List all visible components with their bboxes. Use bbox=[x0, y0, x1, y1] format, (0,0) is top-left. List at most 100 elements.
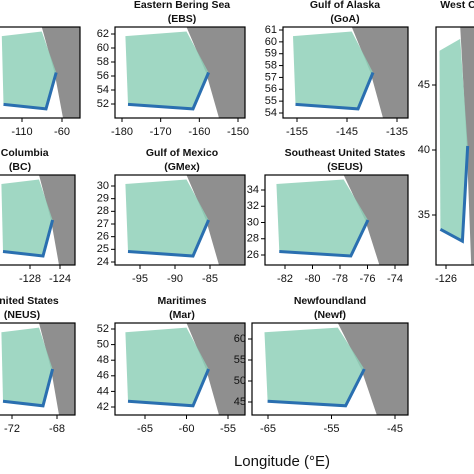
land bbox=[41, 27, 80, 118]
panel-title: Maritimes bbox=[157, 295, 206, 307]
x-tick-label: -145 bbox=[336, 126, 358, 138]
shelf-edge bbox=[279, 219, 370, 258]
panel-frame bbox=[114, 26, 246, 119]
x-tick-label: -160 bbox=[188, 126, 210, 138]
x-tick-label: -72 bbox=[4, 423, 20, 435]
x-tick-label: -55 bbox=[220, 423, 236, 435]
land bbox=[39, 175, 75, 265]
x-tick-label: -65 bbox=[137, 423, 153, 435]
shelf-edge bbox=[127, 71, 210, 111]
panel-title: Gulf of Mexico bbox=[146, 147, 218, 159]
panel-frame bbox=[264, 174, 409, 266]
panel-frame bbox=[0, 322, 76, 416]
x-tick-label: -65 bbox=[260, 423, 276, 435]
x-tick-label: -110 bbox=[11, 126, 32, 138]
y-tick-label: 56 bbox=[265, 83, 277, 95]
y-tick-label: 61 bbox=[265, 24, 277, 36]
x-tick-label: -124 bbox=[49, 273, 71, 285]
panel-frame bbox=[282, 26, 409, 119]
panel-frame bbox=[0, 26, 81, 119]
y-tick-label: 54 bbox=[265, 107, 277, 119]
y-tick-label: 30 bbox=[97, 180, 109, 192]
x-tick-label: -60 bbox=[54, 126, 70, 138]
survey-area bbox=[276, 179, 368, 256]
survey-area bbox=[439, 38, 468, 242]
panel-title: Southeast United States bbox=[285, 147, 406, 159]
y-tick-label: 60 bbox=[265, 36, 277, 48]
y-tick-label: 28 bbox=[97, 205, 109, 217]
y-tick-label: 58 bbox=[265, 59, 277, 71]
panel-title: t United States bbox=[0, 295, 59, 307]
y-tick-label: 50 bbox=[234, 375, 246, 387]
survey-area bbox=[293, 31, 373, 109]
panel-frame bbox=[251, 322, 409, 416]
y-tick-label: 28 bbox=[247, 233, 259, 245]
panel-subtitle: (EBS) bbox=[168, 13, 197, 25]
panel-title: West C bbox=[440, 0, 474, 11]
land bbox=[186, 175, 245, 265]
y-tick-label: 55 bbox=[265, 95, 277, 107]
panel-title: h Columbia bbox=[0, 147, 49, 159]
x-tick-label: -74 bbox=[387, 273, 403, 285]
map-panel: -65 -55 -45 45 50 55 60 bbox=[234, 322, 409, 435]
x-tick-label: -128 bbox=[19, 273, 41, 285]
panel-title: Newfoundland bbox=[294, 295, 366, 307]
y-tick-label: 45 bbox=[234, 396, 246, 408]
map-panel: -180 -170 -160 -150 52 54 56 58 60 62 bbox=[97, 26, 249, 138]
x-tick-label: -95 bbox=[132, 273, 148, 285]
y-tick-label: 26 bbox=[97, 231, 109, 243]
x-tick-label: -78 bbox=[332, 273, 348, 285]
land bbox=[343, 175, 408, 265]
map-panel: -65 -60 -55 42 44 46 48 50 52 bbox=[97, 322, 246, 435]
x-tick-label: -60 bbox=[179, 423, 195, 435]
survey-area bbox=[1, 327, 53, 406]
land bbox=[337, 323, 408, 415]
panel-subtitle: (SEUS) bbox=[327, 161, 363, 173]
shelf-edge bbox=[439, 145, 470, 244]
survey-area bbox=[1, 31, 57, 109]
x-tick-label: -82 bbox=[277, 273, 293, 285]
land bbox=[186, 323, 245, 415]
y-tick-label: 29 bbox=[97, 193, 109, 205]
y-tick-label: 52 bbox=[97, 323, 109, 335]
y-tick-label: 62 bbox=[97, 28, 109, 40]
x-tick-label: -180 bbox=[111, 126, 133, 138]
y-tick-label: 48 bbox=[97, 354, 109, 366]
y-tick-label: 45 bbox=[418, 79, 430, 91]
y-tick-label: 24 bbox=[97, 256, 109, 268]
panel-frame bbox=[114, 322, 246, 416]
y-tick-label: 57 bbox=[265, 71, 277, 83]
panel-frame bbox=[0, 174, 76, 266]
y-tick-label: 44 bbox=[97, 385, 109, 397]
y-tick-label: 60 bbox=[234, 333, 246, 345]
panel-title: Eastern Bering Sea bbox=[134, 0, 230, 11]
panel-subtitle: (GoA) bbox=[330, 13, 359, 25]
land bbox=[186, 27, 245, 118]
y-tick-label: 26 bbox=[247, 249, 259, 261]
panel-subtitle: (BC) bbox=[9, 161, 31, 173]
x-tick-label: -126 bbox=[435, 273, 457, 285]
y-tick-label: 50 bbox=[97, 339, 109, 351]
y-tick-label: 60 bbox=[97, 42, 109, 54]
shelf-edge bbox=[2, 219, 55, 258]
shelf-edge bbox=[295, 71, 375, 111]
x-tick-label: -76 bbox=[360, 273, 376, 285]
panel-frame bbox=[435, 26, 474, 266]
x-tick-label: -155 bbox=[286, 126, 308, 138]
y-tick-label: 59 bbox=[265, 48, 277, 60]
survey-area bbox=[125, 327, 209, 406]
y-tick-label: 35 bbox=[418, 209, 430, 221]
x-tick-label: -80 bbox=[305, 273, 321, 285]
panel-subtitle: (GMex) bbox=[164, 161, 200, 173]
shelf-edge bbox=[3, 72, 58, 111]
panel-frame bbox=[114, 174, 246, 266]
panel-subtitle: (Mar) bbox=[169, 309, 195, 321]
shelf-edge bbox=[127, 368, 210, 408]
y-tick-label: 52 bbox=[97, 98, 109, 110]
land bbox=[351, 27, 408, 118]
y-tick-label: 40 bbox=[418, 144, 430, 156]
x-tick-label: -85 bbox=[202, 273, 218, 285]
